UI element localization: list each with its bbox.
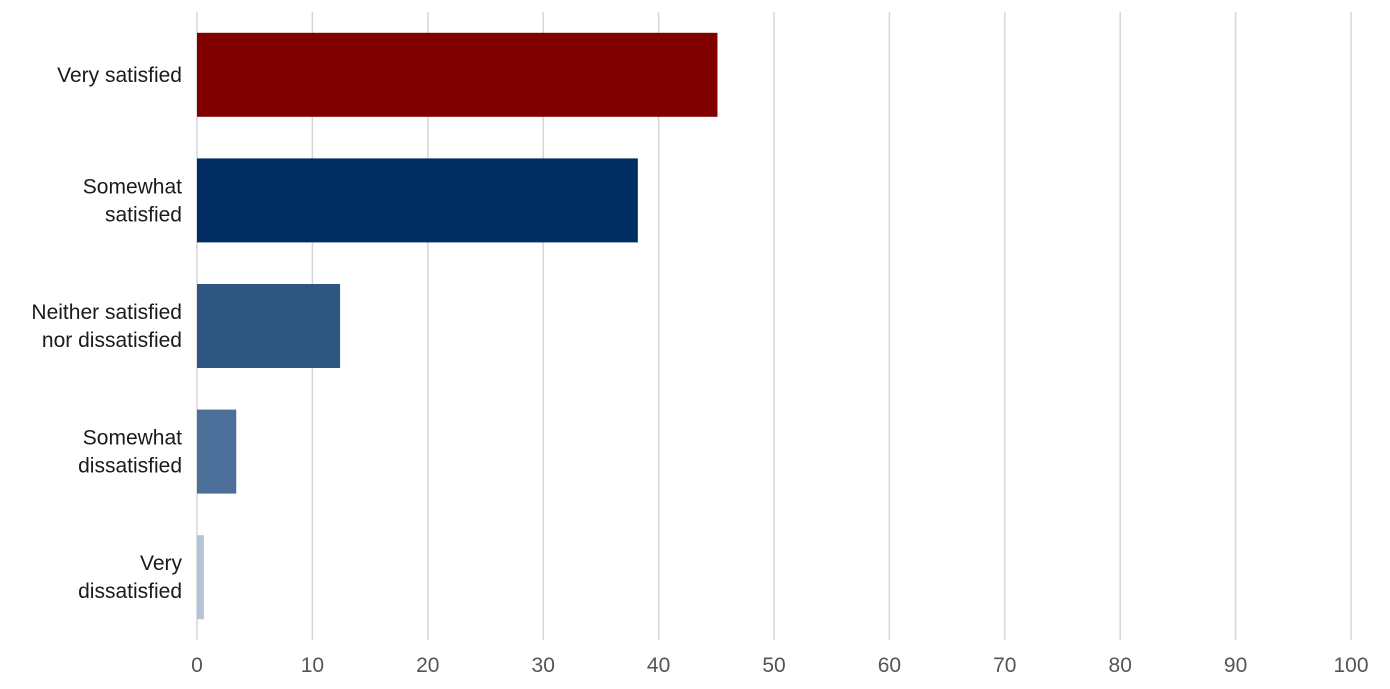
x-tick-label: 90 bbox=[1224, 654, 1247, 677]
category-labels: Very satisfied Somewhat satisfied Neither s… bbox=[31, 64, 182, 603]
category-label-line: Very satisfied bbox=[57, 64, 182, 87]
category-label-line: dissatisfied bbox=[78, 455, 182, 478]
category-label: Somewhat satisfied bbox=[83, 175, 182, 226]
category-label-line: Somewhat bbox=[83, 427, 182, 450]
x-tick-label: 20 bbox=[416, 654, 439, 677]
bar bbox=[197, 32, 718, 117]
category-label-line: satisfied bbox=[105, 203, 182, 226]
bar bbox=[197, 158, 638, 243]
category-label-line: Neither satisfied bbox=[31, 301, 182, 324]
bar bbox=[197, 284, 341, 368]
category-label: Very satisfied bbox=[57, 64, 182, 87]
x-tick-label: 50 bbox=[762, 654, 785, 677]
x-tick-label: 100 bbox=[1333, 654, 1368, 677]
x-tick-label: 60 bbox=[878, 654, 901, 677]
x-tick-label: 70 bbox=[993, 654, 1016, 677]
x-axis-tick-labels: 0 10 20 30 40 50 60 70 80 90 100 bbox=[191, 654, 1368, 677]
bar bbox=[197, 535, 204, 620]
category-label: Somewhat dissatisfied bbox=[78, 427, 182, 478]
x-tick-label: 10 bbox=[301, 654, 324, 677]
category-label: Neither satisfied nor dissatisfied bbox=[31, 301, 182, 352]
x-tick-label: 40 bbox=[647, 654, 670, 677]
x-tick-label: 80 bbox=[1109, 654, 1132, 677]
x-tick-label: 0 bbox=[191, 654, 203, 677]
category-label-line: dissatisfied bbox=[78, 580, 182, 603]
x-tick-label: 30 bbox=[532, 654, 555, 677]
category-label: Very dissatisfied bbox=[78, 552, 182, 603]
category-label-line: Somewhat bbox=[83, 175, 182, 198]
category-label-line: Very bbox=[140, 552, 183, 575]
category-label-line: nor dissatisfied bbox=[42, 329, 182, 352]
bar bbox=[197, 409, 237, 494]
bars bbox=[197, 32, 718, 620]
